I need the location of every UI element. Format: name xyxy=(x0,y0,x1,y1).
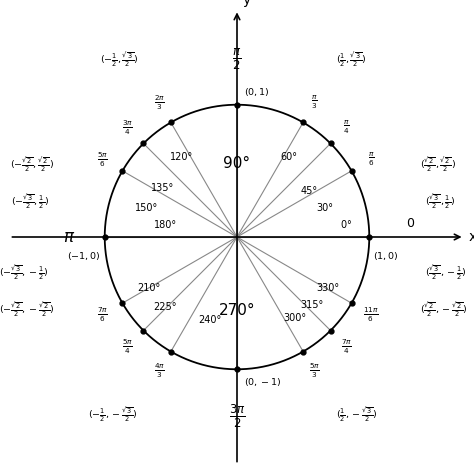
Text: $\frac{5\pi}{6}$: $\frac{5\pi}{6}$ xyxy=(98,150,109,169)
Text: $\frac{2\pi}{3}$: $\frac{2\pi}{3}$ xyxy=(154,94,165,112)
Text: $\frac{\pi}{4}$: $\frac{\pi}{4}$ xyxy=(343,119,350,136)
Text: $(-\frac{1}{2}, -\frac{\sqrt{3}}{2})$: $(-\frac{1}{2}, -\frac{\sqrt{3}}{2})$ xyxy=(88,405,138,424)
Text: $\frac{\pi}{6}$: $\frac{\pi}{6}$ xyxy=(368,151,374,168)
Text: $\frac{7\pi}{6}$: $\frac{7\pi}{6}$ xyxy=(98,305,109,324)
Text: $\frac{5\pi}{3}$: $\frac{5\pi}{3}$ xyxy=(309,362,320,380)
Text: $\frac{\pi}{2}$: $\frac{\pi}{2}$ xyxy=(232,46,242,72)
Text: 60°: 60° xyxy=(281,152,298,162)
Text: $(\frac{\sqrt{3}}{2}, \frac{1}{2})$: $(\frac{\sqrt{3}}{2}, \frac{1}{2})$ xyxy=(425,192,455,210)
Text: $(\frac{\sqrt{2}}{2}, \frac{\sqrt{2}}{2})$: $(\frac{\sqrt{2}}{2}, \frac{\sqrt{2}}{2}… xyxy=(419,155,456,173)
Text: 315°: 315° xyxy=(301,301,324,310)
Text: 300°: 300° xyxy=(283,313,306,323)
Text: 210°: 210° xyxy=(137,283,161,293)
Text: $(-\frac{\sqrt{2}}{2}, -\frac{\sqrt{2}}{2})$: $(-\frac{\sqrt{2}}{2}, -\frac{\sqrt{2}}{… xyxy=(0,301,55,319)
Text: $(\frac{1}{2}, -\frac{\sqrt{3}}{2})$: $(\frac{1}{2}, -\frac{\sqrt{3}}{2})$ xyxy=(336,405,378,424)
Text: 330°: 330° xyxy=(316,283,339,293)
Text: 90°: 90° xyxy=(223,156,251,171)
Text: y: y xyxy=(242,0,251,7)
Text: $(-\frac{\sqrt{2}}{2}, \frac{\sqrt{2}}{2})$: $(-\frac{\sqrt{2}}{2}, \frac{\sqrt{2}}{2… xyxy=(10,155,55,173)
Text: $(0,1)$: $(0,1)$ xyxy=(244,86,269,98)
Text: $(-\frac{\sqrt{3}}{2}, \frac{1}{2})$: $(-\frac{\sqrt{3}}{2}, \frac{1}{2})$ xyxy=(11,192,49,210)
Text: $\frac{5\pi}{4}$: $\frac{5\pi}{4}$ xyxy=(122,337,133,356)
Text: $\frac{7\pi}{4}$: $\frac{7\pi}{4}$ xyxy=(341,337,352,356)
Text: 270°: 270° xyxy=(219,303,255,318)
Text: $\frac{11\pi}{6}$: $\frac{11\pi}{6}$ xyxy=(363,305,379,324)
Text: $\frac{4\pi}{3}$: $\frac{4\pi}{3}$ xyxy=(154,362,165,380)
Text: $\frac{3\pi}{2}$: $\frac{3\pi}{2}$ xyxy=(229,402,245,430)
Text: $(\frac{1}{2}, \frac{\sqrt{3}}{2})$: $(\frac{1}{2}, \frac{\sqrt{3}}{2})$ xyxy=(336,50,366,69)
Text: $\frac{\pi}{3}$: $\frac{\pi}{3}$ xyxy=(311,94,318,111)
Text: $(1,0)$: $(1,0)$ xyxy=(373,250,399,262)
Text: $(\frac{\sqrt{2}}{2}, -\frac{\sqrt{2}}{2})$: $(\frac{\sqrt{2}}{2}, -\frac{\sqrt{2}}{2… xyxy=(419,301,467,319)
Text: $(0, -1)$: $(0, -1)$ xyxy=(244,376,281,388)
Text: 240°: 240° xyxy=(199,315,222,325)
Text: $(-\frac{1}{2}, \frac{\sqrt{3}}{2})$: $(-\frac{1}{2}, \frac{\sqrt{3}}{2})$ xyxy=(100,50,138,69)
Text: $\frac{3\pi}{4}$: $\frac{3\pi}{4}$ xyxy=(122,118,133,137)
Text: $(-1,0)$: $(-1,0)$ xyxy=(67,250,101,262)
Text: x: x xyxy=(468,230,474,244)
Text: 45°: 45° xyxy=(301,186,318,196)
Text: 180°: 180° xyxy=(155,220,177,230)
Text: $\pi$: $\pi$ xyxy=(64,228,76,246)
Text: $0$: $0$ xyxy=(406,218,416,230)
Text: 30°: 30° xyxy=(316,202,333,213)
Text: 225°: 225° xyxy=(153,301,176,311)
Text: 120°: 120° xyxy=(170,152,193,162)
Text: $(-\frac{\sqrt{3}}{2}, -\frac{1}{2})$: $(-\frac{\sqrt{3}}{2}, -\frac{1}{2})$ xyxy=(0,264,49,282)
Text: $(\frac{\sqrt{3}}{2}, -\frac{1}{2})$: $(\frac{\sqrt{3}}{2}, -\frac{1}{2})$ xyxy=(425,264,467,282)
Text: $0°$: $0°$ xyxy=(340,219,352,230)
Text: 135°: 135° xyxy=(150,183,173,193)
Text: 150°: 150° xyxy=(135,202,158,213)
